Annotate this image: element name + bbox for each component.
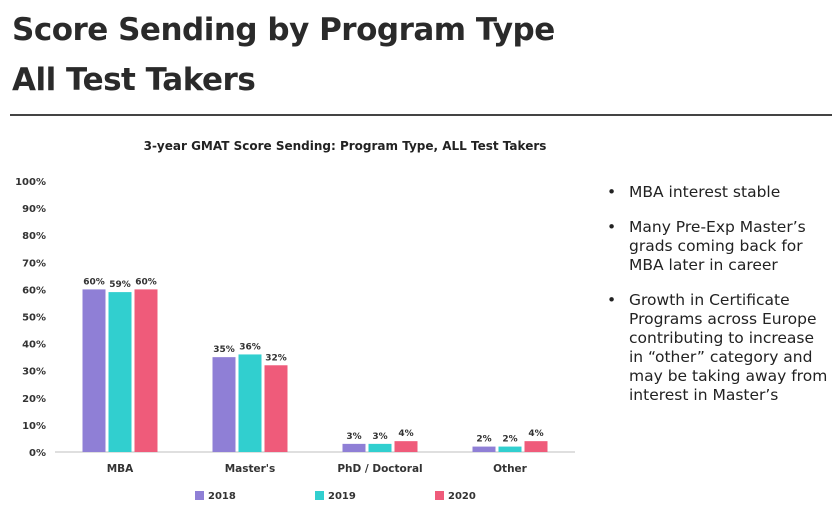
bullet-item: MBA interest stable: [607, 183, 829, 202]
bar-2020: [134, 289, 158, 452]
bar-2019: [238, 354, 262, 452]
y-tick-label: 90%: [22, 204, 46, 215]
y-tick-label: 60%: [22, 285, 46, 296]
legend-label: 2019: [328, 491, 356, 502]
slide-subtitle: All Test Takers: [12, 62, 256, 98]
bar-2018: [472, 446, 496, 452]
legend-swatch-2018: [195, 491, 204, 500]
data-label: 60%: [135, 277, 157, 287]
legend-swatch-2019: [315, 491, 324, 500]
x-category-label: Master's: [225, 463, 276, 475]
bar-chart: 3-year GMAT Score Sending: Program Type,…: [15, 139, 575, 502]
bar-2018: [342, 443, 366, 452]
y-tick-label: 0%: [29, 448, 46, 459]
data-label: 59%: [109, 280, 131, 290]
data-label: 2%: [502, 435, 517, 445]
legend-label: 2020: [448, 491, 476, 502]
bar-2020: [394, 441, 418, 452]
bar-2019: [498, 446, 522, 452]
legend-label: 2018: [208, 491, 236, 502]
y-tick-label: 20%: [22, 394, 46, 405]
title-divider: [10, 114, 832, 116]
data-label: 4%: [528, 429, 543, 439]
plot-area: 0% 10% 20% 30% 40% 50% 60% 70% 80% 90% 100% 60% 59% 6…: [15, 177, 575, 502]
bar-2018: [212, 357, 236, 452]
bar-2019: [108, 292, 132, 452]
data-label: 36%: [239, 342, 261, 352]
y-tick-label: 80%: [22, 231, 46, 242]
bullet-item: Growth in Certificate Programs across Eu…: [607, 291, 829, 405]
legend-swatch-2020: [435, 491, 444, 500]
data-label: 3%: [372, 432, 387, 442]
x-category-label: Other: [493, 463, 528, 475]
bar-2020: [524, 441, 548, 452]
y-tick-label: 40%: [22, 340, 46, 351]
x-category-label: MBA: [107, 463, 134, 475]
slide-title: Score Sending by Program Type: [12, 12, 555, 48]
bar-2019: [368, 443, 392, 452]
y-tick-label: 30%: [22, 367, 46, 378]
data-label: 32%: [265, 353, 287, 363]
chart-title: 3-year GMAT Score Sending: Program Type,…: [144, 139, 547, 153]
y-tick-label: 50%: [22, 313, 46, 324]
bar-2018: [82, 289, 106, 452]
data-label: 35%: [213, 345, 235, 355]
data-label: 2%: [476, 435, 491, 445]
data-label: 60%: [83, 277, 105, 287]
bar-2020: [264, 365, 288, 452]
bullet-list: MBA interest stable Many Pre-Exp Master’…: [607, 183, 829, 421]
data-label: 4%: [398, 429, 413, 439]
y-tick-label: 100%: [15, 177, 46, 188]
y-tick-label: 10%: [22, 421, 46, 432]
data-label: 3%: [346, 432, 361, 442]
x-category-label: PhD / Doctoral: [337, 463, 422, 475]
y-tick-label: 70%: [22, 258, 46, 269]
bullet-item: Many Pre-Exp Master’s grads coming back …: [607, 218, 829, 275]
